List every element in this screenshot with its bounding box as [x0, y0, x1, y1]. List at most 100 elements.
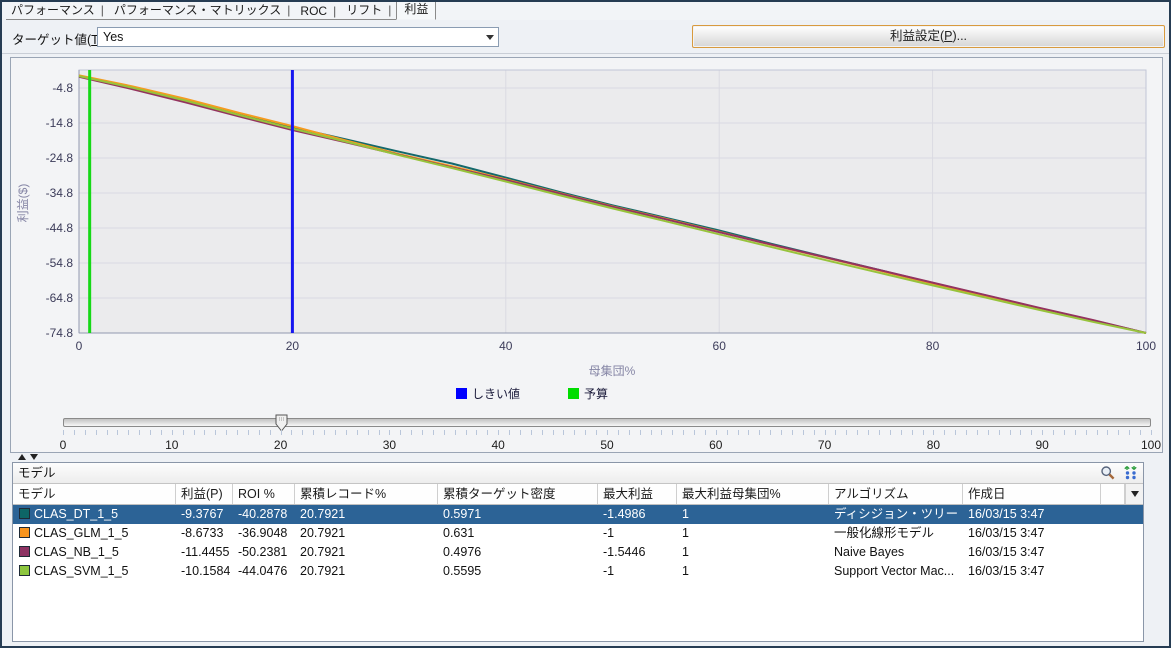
slider-track[interactable]: [63, 414, 1151, 432]
cell-1: -36.9048: [238, 526, 288, 540]
legend-swatch: [456, 388, 467, 399]
target-value-label: ターゲット値(T):: [12, 33, 106, 47]
slider-thumb[interactable]: [275, 414, 288, 432]
target-value-selected: Yes: [103, 30, 124, 44]
cell-5: 1: [682, 507, 689, 521]
model-color-swatch: [19, 546, 30, 557]
svg-text:-64.8: -64.8: [46, 291, 74, 305]
slider-tick-marks: [63, 430, 1152, 436]
cell-7: 16/03/15 3:47: [968, 564, 1045, 578]
column-header-4[interactable]: 累積ターゲット密度: [438, 484, 598, 504]
cell-5: 1: [682, 545, 689, 559]
panel-splitter[interactable]: [18, 454, 38, 460]
table-title: モデル: [18, 466, 56, 480]
column-menu-button[interactable]: [1125, 484, 1143, 504]
cell-6: 一般化線形モデル: [834, 526, 935, 540]
population-slider[interactable]: 0 10 20 30 40 50 60 70 80 90 100: [60, 414, 1161, 452]
cell-1: -40.2878: [238, 507, 288, 521]
cell-4: -1.5446: [603, 545, 646, 559]
cell-3: 0.5971: [443, 507, 482, 521]
cell-3: 0.4976: [443, 545, 482, 559]
column-header-8[interactable]: 作成日: [963, 484, 1101, 504]
table-row-CLAS_GLM_1_5[interactable]: CLAS_GLM_1_5 -8.6733 -36.9048 20.7921 0.631 -…: [13, 524, 1143, 543]
column-header-5[interactable]: 最大利益: [598, 484, 677, 504]
cell-6: Naive Bayes: [834, 545, 905, 559]
cell-7: 16/03/15 3:47: [968, 507, 1045, 521]
svg-text:-34.8: -34.8: [46, 186, 74, 200]
legend-label: しきい値: [472, 387, 521, 401]
column-settings-icon[interactable]: [1123, 465, 1139, 481]
model-name: CLAS_SVM_1_5: [34, 564, 129, 578]
profit-chart-panel: -4.8 -14.8 -24.8 -34.8 -44.8 -54.8 -64.8 -74.8 0…: [10, 57, 1163, 453]
cell-7: 16/03/15 3:47: [968, 526, 1045, 540]
series-line-CLAS_NB_1_5: [78, 75, 1147, 334]
cell-0: -10.1584: [181, 564, 231, 578]
model-table-panel: モデル モデル 利益(P) ROI % 累積レコード% 累積ターゲット密度 最大利益 最大利…: [12, 462, 1144, 642]
target-value-select[interactable]: Yes: [97, 27, 499, 47]
column-header-1[interactable]: 利益(P): [176, 484, 233, 504]
collapse-up-icon[interactable]: [18, 454, 26, 460]
slider-label-90: 90: [1035, 438, 1049, 452]
legend-swatch: [568, 388, 580, 399]
tab-4[interactable]: 利益: [396, 2, 437, 20]
chevron-down-icon[interactable]: [486, 35, 494, 40]
slider-label-50: 50: [600, 438, 614, 452]
cell-1: -50.2381: [238, 545, 288, 559]
cell-5: 1: [682, 564, 689, 578]
column-header-2[interactable]: ROI %: [233, 484, 295, 504]
svg-text:40: 40: [499, 339, 513, 353]
column-header-0[interactable]: モデル: [13, 484, 176, 504]
svg-text:0: 0: [76, 339, 83, 353]
tab-bar: パフォーマンスパフォーマンス・マトリックスROCリフト利益: [2, 2, 1169, 20]
column-header-6[interactable]: 最大利益母集団%: [677, 484, 829, 504]
tab-0[interactable]: パフォーマンス: [6, 2, 109, 20]
slider-label-70: 70: [817, 438, 832, 452]
tab-1[interactable]: パフォーマンス・マトリックス: [108, 2, 296, 20]
cell-7: 16/03/15 3:47: [968, 545, 1045, 559]
model-color-swatch: [19, 508, 30, 519]
cell-4: -1.4986: [603, 507, 646, 521]
table-row-CLAS_NB_1_5[interactable]: CLAS_NB_1_5 -11.4455 -50.2381 20.7921 0.4976…: [13, 543, 1143, 562]
column-header-3[interactable]: 累積レコード%: [295, 484, 438, 504]
profit-settings-button[interactable]: 利益設定(P)...: [692, 25, 1165, 48]
column-header-7[interactable]: アルゴリズム: [829, 484, 963, 504]
cell-3: 0.5595: [443, 564, 482, 578]
model-cell: CLAS_SVM_1_5: [13, 562, 176, 581]
cell-2: 20.7921: [300, 564, 346, 578]
slider-scale-labels: 0 10 20 30 40 50 60 70 80 90 100: [60, 438, 1161, 452]
svg-text:80: 80: [926, 339, 940, 353]
collapse-down-icon[interactable]: [30, 454, 38, 460]
slider-label-60: 60: [709, 438, 723, 452]
table-row-CLAS_DT_1_5[interactable]: CLAS_DT_1_5 -9.3767 -40.2878 20.7921 0.5971 -…: [13, 505, 1143, 524]
model-color-swatch: [19, 565, 30, 576]
chevron-down-icon: [1130, 491, 1139, 497]
table-header-row: モデル 利益(P) ROI % 累積レコード% 累積ターゲット密度 最大利益 最大利益母集団…: [13, 484, 1143, 505]
model-name: CLAS_NB_1_5: [34, 545, 119, 559]
slider-label-100: 100: [1140, 438, 1162, 452]
table-title-bar: モデル: [13, 463, 1143, 484]
cell-1: -44.0476: [238, 564, 288, 578]
header-filler: [1101, 484, 1125, 504]
cell-6: Support Vector Mac...: [834, 564, 955, 578]
legend-label: 予算: [584, 387, 609, 401]
tab-3[interactable]: リフト: [341, 2, 397, 20]
model-name: CLAS_DT_1_5: [34, 507, 119, 521]
svg-text:-4.8: -4.8: [52, 81, 73, 95]
model-name: CLAS_GLM_1_5: [34, 526, 129, 540]
cell-2: 20.7921: [300, 507, 346, 521]
cell-5: 1: [682, 526, 689, 540]
search-icon[interactable]: [1100, 465, 1116, 481]
svg-text:-74.8: -74.8: [46, 326, 74, 340]
svg-text:-54.8: -54.8: [46, 256, 74, 270]
svg-text:-14.8: -14.8: [46, 116, 74, 130]
table-row-CLAS_SVM_1_5[interactable]: CLAS_SVM_1_5 -10.1584 -44.0476 20.7921 0.559…: [13, 562, 1143, 581]
slider-label-10: 10: [165, 438, 179, 452]
cell-6: ディシジョン・ツリー: [834, 507, 959, 521]
x-axis-title: 母集団%: [589, 363, 636, 378]
svg-text:20: 20: [286, 339, 300, 353]
profit-line-chart: -4.8 -14.8 -24.8 -34.8 -44.8 -54.8 -64.8 -74.80…: [16, 69, 1156, 378]
model-cell: CLAS_DT_1_5: [13, 505, 176, 524]
model-cell: CLAS_NB_1_5: [13, 543, 176, 562]
model-color-swatch: [19, 527, 30, 538]
tab-2[interactable]: ROC: [295, 3, 342, 20]
